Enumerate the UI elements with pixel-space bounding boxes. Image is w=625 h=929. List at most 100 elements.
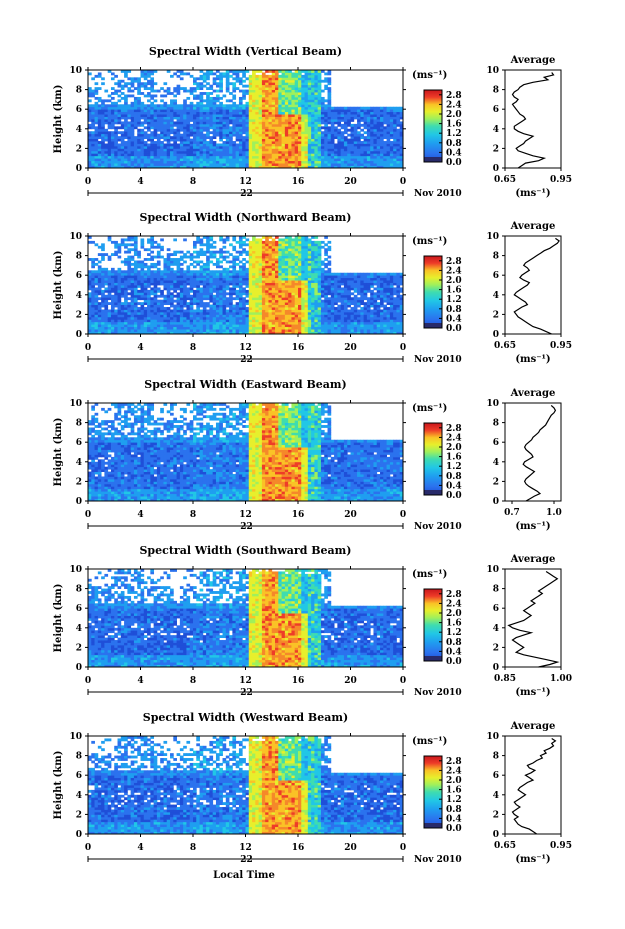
heatmap-cell (163, 143, 168, 147)
heatmap-cell (343, 141, 348, 144)
heatmap-cell (268, 258, 273, 261)
heatmap-cell (314, 150, 319, 154)
heatmap-cell (133, 289, 138, 293)
heatmap-cell (127, 272, 132, 276)
heatmap-cell (156, 89, 161, 93)
heatmap-cell (199, 314, 204, 318)
heatmap-cell (202, 116, 207, 120)
heatmap-cell (248, 79, 253, 83)
heatmap-cell (252, 145, 256, 149)
heatmap-cell (337, 153, 342, 157)
heatmap-cell (307, 84, 312, 88)
heatmap-cell (147, 248, 151, 252)
heatmap-cell (324, 158, 328, 162)
heatmap-cell (294, 114, 299, 117)
heatmap-cell (156, 148, 161, 152)
heatmap-cell (173, 104, 177, 108)
heatmap-cell (130, 133, 135, 137)
heatmap-cell (268, 287, 273, 291)
heatmap-cell (150, 141, 155, 144)
heatmap-cell (189, 258, 194, 261)
heatmap-cell (153, 155, 158, 159)
heatmap-cell (212, 289, 217, 293)
heatmap-cell (196, 138, 200, 142)
heatmap-cell (307, 96, 312, 100)
heatmap-cell (265, 321, 269, 325)
heatmap-cell (143, 106, 148, 110)
heatmap-cell (304, 158, 309, 162)
heatmap-cell (317, 79, 322, 83)
heatmap-cell (265, 302, 269, 305)
heatmap-cell (389, 141, 394, 144)
heatmap-cell (196, 262, 200, 266)
heatmap-cell (97, 163, 102, 166)
heatmap-cell (193, 158, 197, 162)
heatmap-cell (156, 250, 161, 254)
heatmap-cell (393, 150, 397, 154)
heatmap-cell (357, 123, 361, 127)
heatmap-cell (133, 106, 138, 110)
heatmap-cell (219, 331, 223, 335)
heatmap-cell (225, 126, 230, 130)
heatmap-cell (196, 304, 200, 308)
heatmap-cell (150, 245, 155, 249)
heatmap-cell (268, 280, 273, 283)
heatmap-cell (294, 138, 299, 142)
heatmap-cell (179, 292, 184, 296)
heatmap-cell (222, 158, 227, 162)
heatmap-cell (94, 299, 99, 303)
heatmap-cell (229, 331, 233, 335)
heatmap-cell (311, 163, 315, 166)
heatmap-cell (127, 267, 132, 271)
heatmap-cell (248, 277, 253, 281)
heatmap (88, 70, 404, 169)
heatmap-cell (317, 123, 322, 127)
heatmap-cell (186, 155, 191, 159)
heatmap-cell (238, 141, 243, 144)
heatmap-cell (120, 106, 125, 110)
heatmap-cell (252, 287, 256, 291)
heatmap-cell (130, 302, 135, 305)
heatmap-cell (242, 275, 246, 279)
heatmap-cell (183, 136, 187, 139)
heatmap-cell (147, 123, 151, 127)
heatmap-cell (153, 299, 158, 303)
heatmap-cell (206, 248, 210, 252)
heatmap-cell (314, 92, 319, 95)
heatmap-cell (353, 109, 358, 113)
heatmap-cell (97, 253, 102, 256)
heatmap-cell (288, 128, 292, 132)
heatmap-cell (173, 282, 177, 286)
heatmap-cell (225, 145, 230, 149)
heatmap-cell (94, 314, 99, 318)
heatmap-cell (380, 121, 384, 125)
heatmap-cell (193, 265, 197, 269)
heatmap-cell (278, 316, 282, 320)
heatmap-cell (140, 128, 145, 132)
heatmap-cell (170, 165, 174, 169)
heatmap-cell (311, 114, 315, 117)
heatmap-cell (393, 126, 397, 130)
heatmap-cell (235, 148, 240, 152)
heatmap-cell (271, 87, 276, 90)
heatmap-cell (238, 126, 243, 130)
heatmap-cell (143, 70, 148, 73)
heatmap-cell (327, 131, 332, 135)
heatmap-cell (130, 143, 135, 147)
heatmap-cell (147, 94, 151, 98)
heatmap-cell (222, 280, 227, 283)
heatmap-cell (284, 89, 289, 93)
heatmap-cell (176, 114, 181, 117)
heatmap-cell (229, 153, 233, 157)
heatmap-cell (324, 116, 328, 120)
heatmap-cell (304, 89, 309, 93)
heatmap-cell (317, 145, 322, 149)
heatmap-cell (97, 277, 102, 281)
heatmap-cell (284, 79, 289, 83)
heatmap-cell (133, 236, 138, 239)
heatmap-cell (206, 287, 210, 291)
heatmap-cell (268, 165, 273, 169)
heatmap-cell (133, 109, 138, 113)
heatmap-cell (130, 236, 135, 239)
heatmap-cell (271, 292, 276, 296)
